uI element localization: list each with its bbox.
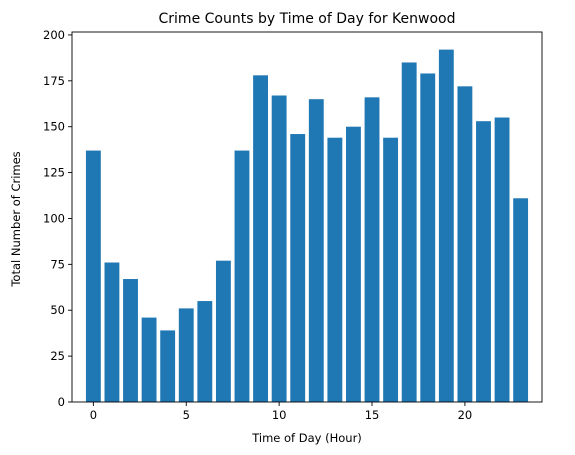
y-tick-label: 25 [50, 349, 65, 363]
x-tick-label: 20 [458, 408, 473, 422]
y-tick-label: 200 [43, 28, 65, 42]
bar-hour-13 [327, 137, 343, 402]
y-axis-ticks: 0 25 50 75 100 125 150 175 200 [43, 28, 72, 409]
x-axis-ticks: 0 5 10 15 20 [90, 402, 473, 422]
y-tick-label: 175 [43, 74, 65, 88]
bar-hour-0 [85, 150, 101, 402]
bar-hour-1 [104, 262, 120, 402]
bar-hour-18 [420, 73, 436, 402]
chart-title: Crime Counts by Time of Day for Kenwood [159, 11, 456, 27]
bar-hour-19 [438, 49, 454, 402]
bar-hour-9 [253, 75, 268, 403]
bar-hour-15 [364, 97, 380, 402]
bar-hour-12 [308, 99, 324, 403]
y-tick-label: 75 [50, 257, 65, 271]
bar-hour-17 [401, 62, 417, 402]
bar-hour-14 [346, 126, 361, 402]
bar-hour-5 [178, 308, 194, 402]
plot-frame [71, 31, 543, 403]
bar-hour-11 [290, 134, 306, 403]
bar-hour-22 [494, 117, 510, 403]
x-tick-label: 0 [90, 408, 97, 422]
bar-hour-10 [271, 95, 287, 402]
y-tick-label: 50 [50, 303, 65, 317]
x-tick-label: 10 [272, 408, 287, 422]
x-tick-label: 15 [365, 408, 380, 422]
bar-hour-23 [513, 198, 529, 402]
y-tick-label: 0 [58, 395, 65, 409]
bar-hour-6 [197, 301, 213, 402]
bar-hour-16 [383, 137, 399, 402]
bar-hour-4 [160, 330, 176, 402]
x-tick-label: 5 [183, 408, 190, 422]
bar-hour-8 [234, 150, 250, 402]
bar-hour-7 [215, 260, 231, 402]
y-tick-label: 100 [43, 211, 65, 225]
bar-hour-3 [141, 317, 157, 402]
bar-hour-21 [476, 121, 491, 403]
bar-hour-2 [123, 279, 138, 402]
y-tick-label: 150 [43, 120, 65, 134]
x-axis-label: Time of Day (Hour) [251, 431, 362, 445]
bars-group [85, 49, 529, 403]
y-axis-label: Total Number of Crimes [9, 151, 23, 287]
bar-hour-20 [457, 86, 473, 403]
y-tick-label: 125 [43, 166, 65, 180]
